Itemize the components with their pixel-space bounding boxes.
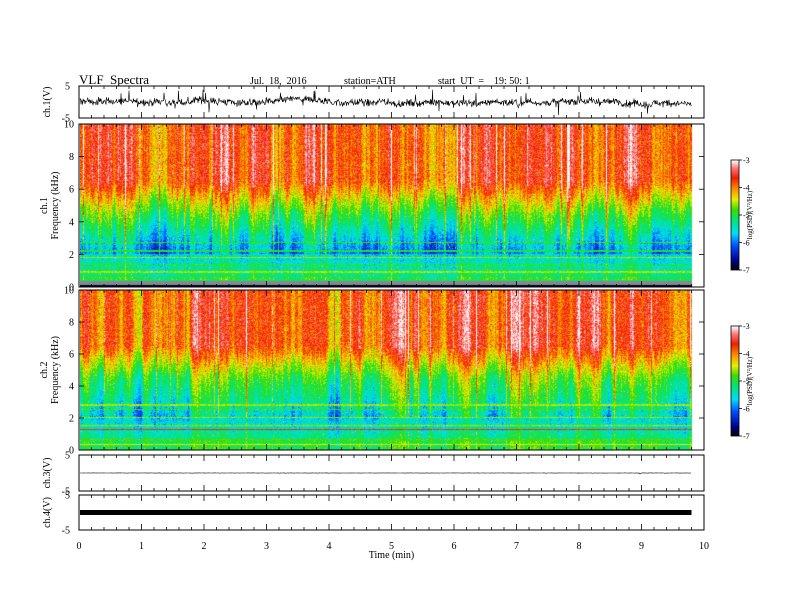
colorbar-frame-ch2-spectrogram (730, 325, 740, 437)
y-tick-label-ch3-waveform: 5 (65, 451, 70, 462)
y-tick-label-ch4-waveform: -5 (62, 526, 70, 537)
y-axis-label-ch3-waveform: ch.3(V) (42, 458, 53, 489)
colorbar-frame-ch1-spectrogram (730, 159, 740, 271)
y-axis-label-ch4-waveform: ch.4(V) (42, 497, 53, 528)
y-tick-label-ch2-spectrogram: 6 (69, 350, 74, 361)
panel-frame-ch1-spectrogram (78, 123, 705, 288)
y-tick-label-ch3-waveform: -5 (62, 487, 70, 498)
y-tick-label-ch4-waveform: 5 (65, 491, 70, 502)
station-label: station=ATH (344, 76, 396, 87)
ch3-waveform-line (80, 472, 692, 475)
ch1-waveform-line (79, 89, 692, 116)
y-tick-label-ch2-spectrogram: 2 (69, 414, 74, 425)
x-tick-label: 3 (264, 541, 269, 552)
colorbar-tick-label-ch2-spectrogram: -4 (743, 350, 750, 359)
x-tick-label: 5 (389, 541, 394, 552)
y-tick-label-ch1-spectrogram: 4 (69, 217, 74, 228)
y-tick-label-ch2-spectrogram: 10 (64, 286, 74, 297)
colorbar-label-ch1-spectrogram: log(PSD)(V²/Hz) (746, 190, 754, 239)
x-tick-label: 10 (699, 541, 709, 552)
colorbar-tick-label-ch2-spectrogram: -5 (743, 377, 750, 386)
x-tick-label: 2 (202, 541, 207, 552)
y-axis-label-ch1-spectrogram: Frequency (kHz) (50, 171, 61, 239)
colorbar-tick-label-ch1-spectrogram: -6 (743, 239, 750, 248)
y-tick-label-ch2-spectrogram: 4 (69, 382, 74, 393)
y-channel-label-ch1-spectrogram: ch.1 (39, 197, 50, 214)
y-tick-label-ch1-waveform: -5 (62, 114, 70, 125)
y-axis-label-ch2-spectrogram: Frequency (kHz) (50, 336, 61, 404)
y-tick-label-ch2-spectrogram: 0 (69, 446, 74, 457)
x-tick-label: 4 (327, 541, 332, 552)
ch1-spectrogram-image (80, 124, 693, 287)
date-label: Jul. 18, 2016 (250, 76, 307, 87)
y-tick-label-ch1-spectrogram: 6 (69, 185, 74, 196)
colorbar-tick-label-ch2-spectrogram: -3 (743, 322, 750, 331)
colorbar-tick-label-ch2-spectrogram: -6 (743, 405, 750, 414)
ch2-colorbar-image (731, 326, 739, 436)
y-tick-label-ch1-spectrogram: 0 (69, 283, 74, 294)
y-tick-label-ch1-spectrogram: 2 (69, 250, 74, 261)
x-tick-label: 9 (639, 541, 644, 552)
colorbar-tick-label-ch1-spectrogram: -4 (743, 184, 750, 193)
x-axis-label: Time (min) (369, 550, 414, 561)
y-tick-label-ch1-waveform: 5 (65, 82, 70, 93)
x-tick-label: 1 (139, 541, 144, 552)
colorbar-tick-label-ch1-spectrogram: -7 (743, 266, 750, 275)
x-tick-label: 8 (577, 541, 582, 552)
y-tick-label-ch1-spectrogram: 10 (64, 120, 74, 131)
start-ut-label: start UT = 19: 50: 1 (438, 76, 530, 87)
x-tick-label: 6 (452, 541, 457, 552)
y-tick-label-ch2-spectrogram: 8 (69, 318, 74, 329)
ch1-colorbar-image (731, 160, 739, 270)
x-tick-label: 0 (77, 541, 82, 552)
y-channel-label-ch2-spectrogram: ch.2 (39, 362, 50, 379)
y-axis-label-ch1-waveform: ch.1(V) (42, 87, 53, 118)
panel-frame-ch2-spectrogram (78, 289, 705, 451)
ch2-spectrogram-image (80, 290, 693, 450)
y-tick-label-ch1-spectrogram: 8 (69, 152, 74, 163)
colorbar-tick-label-ch1-spectrogram: -5 (743, 211, 750, 220)
colorbar-label-ch2-spectrogram: log(PSD)(V²/Hz) (746, 356, 754, 405)
figure-title: VLF Spectra (79, 72, 150, 87)
colorbar-tick-label-ch2-spectrogram: -7 (743, 432, 750, 441)
x-tick-label: 7 (514, 541, 519, 552)
colorbar-tick-label-ch1-spectrogram: -3 (743, 156, 750, 165)
ch4-waveform-line (80, 510, 692, 515)
